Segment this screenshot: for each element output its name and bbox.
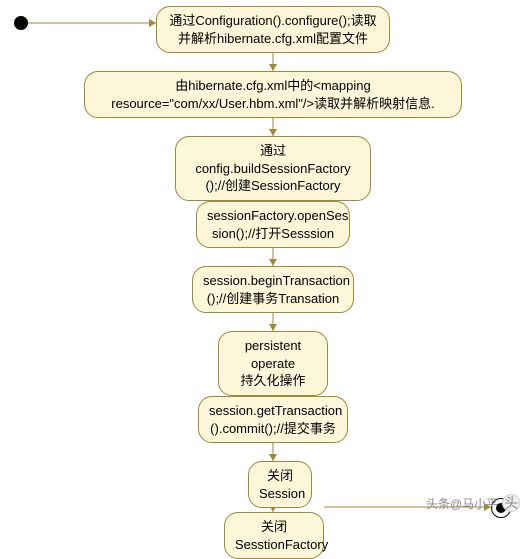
node-line2: 持久化操作 [229, 372, 317, 390]
node-line2: 并解析hibernate.cfg.xml配置文件 [167, 30, 379, 48]
node-line2: resource="com/xx/User.hbm.xml"/>读取并解析映射信… [95, 95, 451, 113]
flow-node-n4: sessionFactory.openSession();//打开Sesssio… [196, 201, 350, 248]
node-line1: 关闭 [259, 467, 301, 485]
flow-node-n6: persistent operate持久化操作 [218, 331, 328, 396]
node-line2: SesstionFactory [235, 536, 313, 554]
node-line2: ();//创建事务Transation [203, 290, 343, 308]
node-line1: 通过Configuration().configure();读取 [167, 12, 379, 30]
flow-node-n8: 关闭Session [248, 461, 312, 508]
node-line1: 关闭 [235, 518, 313, 536]
node-line1: session.beginTransaction [203, 272, 343, 290]
watermark-text: 头条@马小平 [426, 495, 498, 512]
flow-node-n5: session.beginTransaction();//创建事务Transat… [192, 266, 354, 313]
flow-node-n3: 通过config.buildSessionFactory();//创建Sessi… [175, 136, 371, 201]
flow-node-n2: 由hibernate.cfg.xml中的<mappingresource="co… [84, 71, 462, 118]
node-line2: sion();//打开Sesssion [207, 225, 339, 243]
node-line2: ();//创建SessionFactory [186, 177, 360, 195]
flow-node-n1: 通过Configuration().configure();读取并解析hiber… [156, 6, 390, 53]
node-line1: 由hibernate.cfg.xml中的<mapping [95, 77, 451, 95]
flow-node-n7: session.getTransaction().commit();//提交事务 [198, 396, 348, 443]
node-line1: persistent operate [229, 337, 317, 372]
flow-node-n9: 关闭SesstionFactory [224, 512, 324, 559]
node-line1: sessionFactory.openSes [207, 207, 339, 225]
node-line1: session.getTransaction [209, 402, 337, 420]
watermark-icon: 头 [502, 494, 520, 512]
node-line1: 通过config.buildSessionFactory [186, 142, 360, 177]
node-line2: ().commit();//提交事务 [209, 420, 337, 438]
start-node [14, 16, 28, 30]
watermark: 头条@马小平 头 [426, 494, 520, 512]
node-line2: Session [259, 485, 301, 503]
